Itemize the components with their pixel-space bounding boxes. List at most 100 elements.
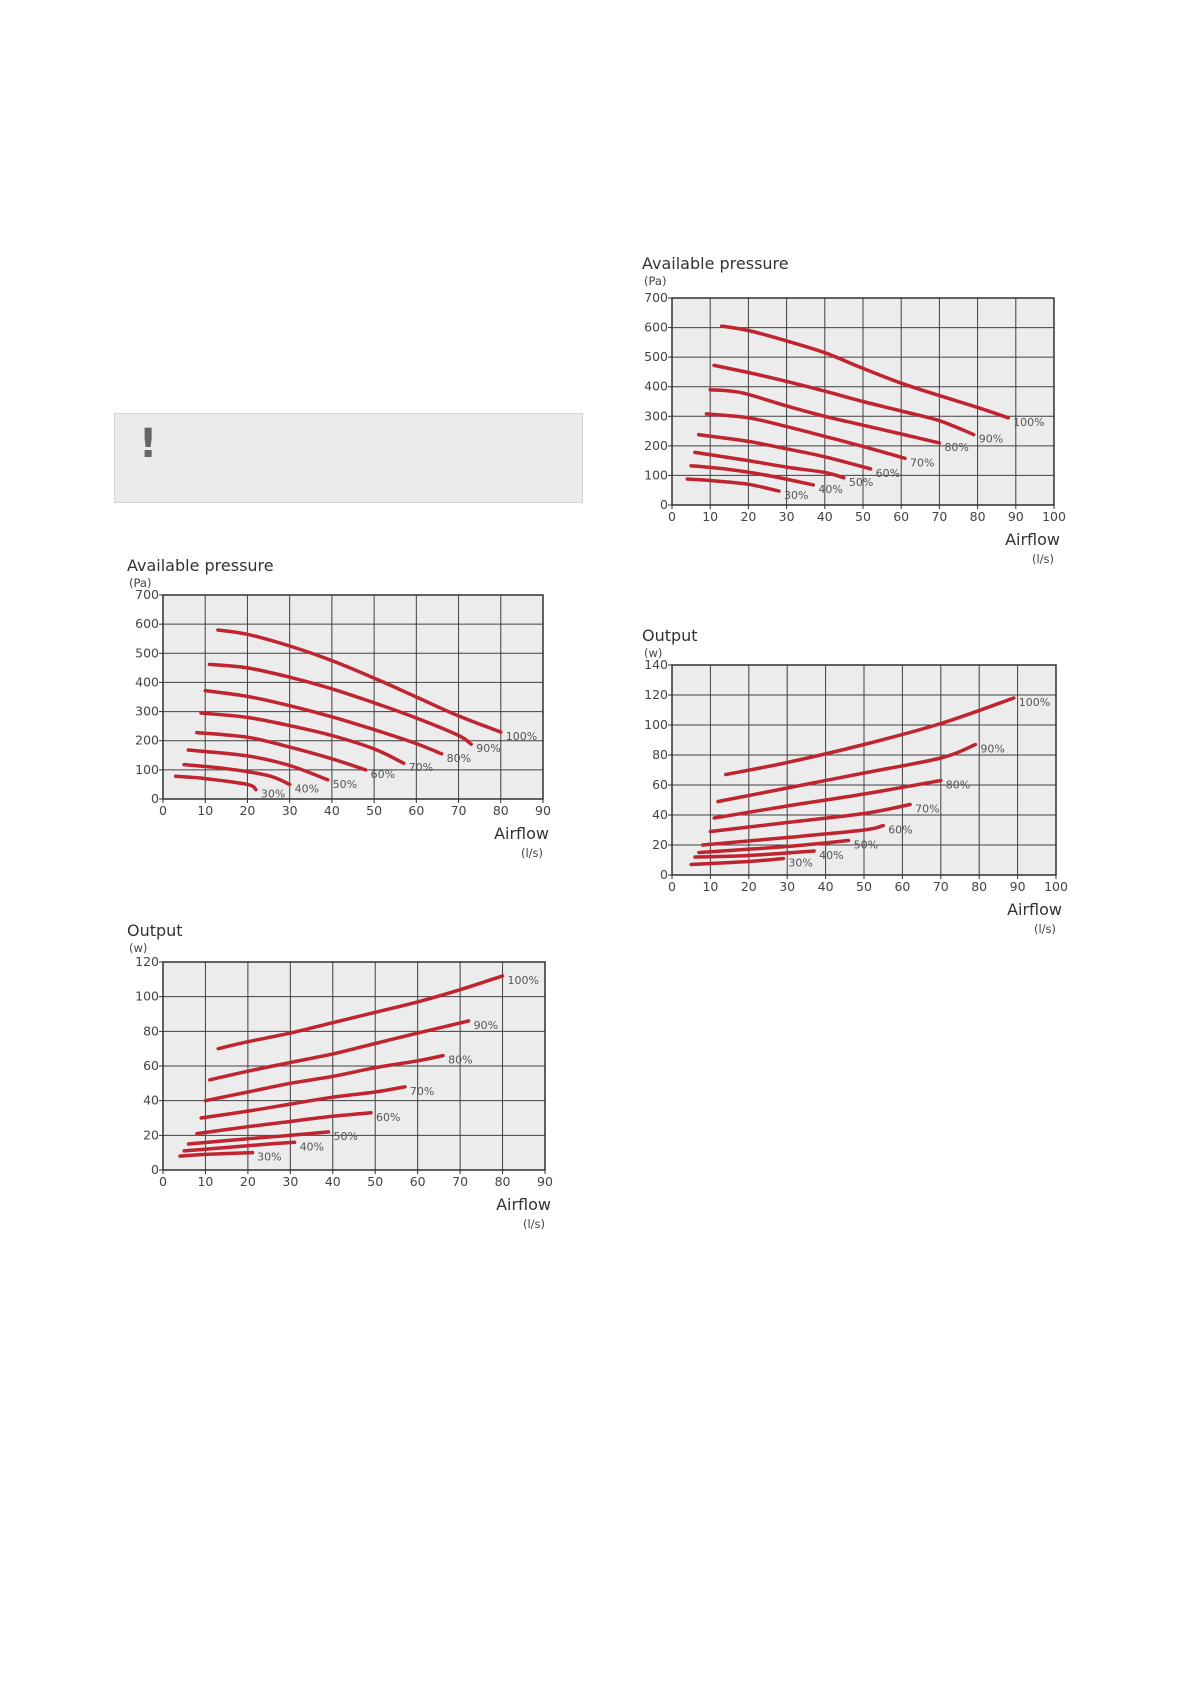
series-label: 30% [257, 1151, 281, 1164]
x-axis-title: Airflow [1005, 530, 1060, 549]
y-tick-label: 40 [143, 1093, 159, 1108]
series-line [708, 387, 942, 445]
series-label: 40% [818, 483, 842, 496]
series-label: 40% [819, 849, 843, 862]
series-label: 100% [508, 974, 539, 987]
series-label: 60% [371, 768, 395, 781]
series-line [203, 688, 444, 756]
x-tick-label: 20 [240, 1174, 256, 1189]
x-tick-label: 70 [933, 879, 949, 894]
y-tick-label: 600 [135, 616, 159, 631]
series-label: 30% [261, 788, 285, 801]
x-tick-label: 50 [855, 509, 871, 524]
series-label: 30% [788, 857, 812, 870]
x-tick-label: 50 [856, 879, 872, 894]
x-tick-label: 30 [282, 1174, 298, 1189]
y-tick-label: 200 [644, 438, 668, 453]
x-axis-title: Airflow [494, 824, 549, 843]
series-line [207, 662, 473, 746]
y-tick-label: 120 [135, 954, 159, 969]
chart-title: Output [642, 626, 698, 645]
x-tick-label: 80 [493, 803, 509, 818]
y-tick-label: 100 [135, 762, 159, 777]
x-tick-label: 60 [894, 879, 910, 894]
series-label: 90% [980, 743, 1004, 756]
series-label: 80% [447, 752, 471, 765]
series-label: 100% [506, 730, 537, 743]
series-line [716, 742, 978, 804]
series-line [199, 711, 406, 765]
x-tick-label: 20 [741, 879, 757, 894]
series-label: 70% [915, 803, 939, 816]
series-line [195, 1111, 373, 1136]
series-line [689, 463, 816, 487]
series-label: 90% [979, 433, 1003, 446]
x-tick-label: 90 [537, 1174, 553, 1189]
y-tick-label: 300 [644, 408, 668, 423]
chart-title: Output [127, 921, 183, 940]
series-label: 90% [474, 1019, 498, 1032]
y-tick-label: 500 [135, 645, 159, 660]
x-tick-label: 80 [970, 509, 986, 524]
x-tick-label: 40 [818, 879, 834, 894]
x-tick-label: 60 [408, 803, 424, 818]
series-label: 80% [946, 779, 970, 792]
y-tick-label: 700 [135, 587, 159, 602]
series-line [216, 628, 503, 734]
y-unit-label: (w) [644, 646, 662, 660]
series-line [685, 477, 781, 493]
x-tick-label: 30 [282, 803, 298, 818]
series-line [182, 1140, 297, 1153]
series-line [700, 823, 885, 847]
series-label: 50% [854, 839, 878, 852]
y-tick-label: 60 [143, 1058, 159, 1073]
y-tick-label: 20 [652, 837, 668, 852]
y-tick-label: 100 [644, 717, 668, 732]
x-tick-label: 80 [495, 1174, 511, 1189]
y-unit-label: (w) [129, 941, 147, 955]
series-line [203, 1053, 445, 1103]
x-tick-label: 90 [535, 803, 551, 818]
x-tick-label: 100 [1044, 879, 1068, 894]
x-unit-label: (l/s) [521, 846, 543, 860]
x-tick-label: 70 [451, 803, 467, 818]
series-line [186, 1130, 331, 1146]
y-tick-label: 0 [660, 497, 668, 512]
series-line [697, 838, 851, 855]
y-tick-label: 20 [143, 1127, 159, 1142]
chart-output-left: Output(w) 0 20 40 60 80 100 120 0 10 20 30 40 50 60 70 8… [127, 921, 553, 1231]
y-tick-label: 0 [151, 1162, 159, 1177]
series-label: 50% [334, 1130, 358, 1143]
series-line [182, 762, 292, 787]
x-axis-title: Airflow [1007, 900, 1062, 919]
series-label: 60% [876, 467, 900, 480]
series-label: 70% [910, 456, 934, 469]
x-tick-label: 10 [702, 509, 718, 524]
x-tick-label: 50 [367, 1174, 383, 1189]
x-tick-label: 90 [1008, 509, 1024, 524]
series-label: 60% [888, 824, 912, 837]
y-tick-label: 0 [660, 867, 668, 882]
series-line [693, 450, 846, 480]
exclamation-icon: ! [139, 421, 158, 467]
y-tick-label: 0 [151, 791, 159, 806]
chart-title: Available pressure [127, 556, 274, 575]
x-tick-label: 20 [239, 803, 255, 818]
x-tick-label: 20 [740, 509, 756, 524]
y-tick-label: 40 [652, 807, 668, 822]
series-line [199, 1085, 407, 1120]
series-label: 70% [409, 761, 433, 774]
series-line [696, 432, 873, 471]
series-line [178, 1150, 255, 1158]
series-label: 80% [944, 441, 968, 454]
y-tick-label: 120 [644, 687, 668, 702]
series-line [693, 849, 816, 859]
x-tick-label: 40 [817, 509, 833, 524]
x-unit-label: (l/s) [1032, 552, 1054, 566]
series-line [207, 1019, 471, 1082]
x-axis-title: Airflow [496, 1195, 551, 1214]
y-tick-label: 80 [143, 1023, 159, 1038]
x-tick-label: 40 [325, 1174, 341, 1189]
plot-frame [162, 594, 544, 800]
series-label: 70% [410, 1085, 434, 1098]
